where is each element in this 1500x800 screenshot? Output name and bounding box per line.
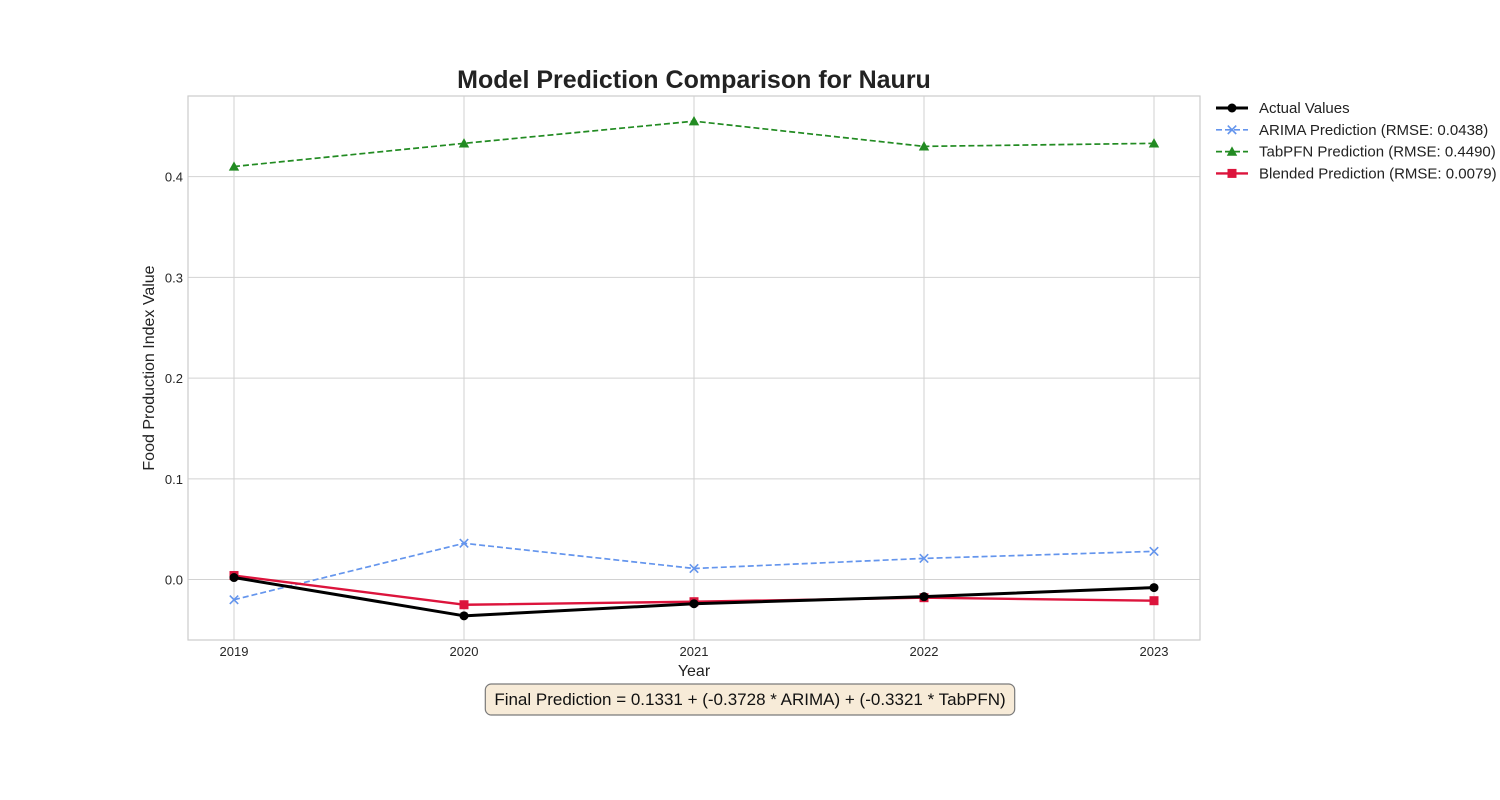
formula-box-background [484,683,1016,716]
formula-annotation: Final Prediction = 0.1331 + (-0.3728 * A… [484,683,1016,716]
legend-label-arima: ARIMA Prediction (RMSE: 0.0438) [1259,122,1488,139]
data-point-actual [229,573,239,583]
data-point-actual [689,599,699,609]
x-tick-label: 2022 [910,644,939,659]
formula-text: Final Prediction = 0.1331 + (-0.3728 * A… [494,690,1005,709]
y-tick-label: 0.0 [165,573,183,588]
data-point-arima [1149,546,1159,557]
data-point-actual [459,611,469,621]
data-point-blended [1149,596,1159,606]
x-tick-label: 2020 [450,644,479,659]
data-point-tabpfn [688,115,700,126]
legend-item-arima: ARIMA Prediction (RMSE: 0.0438) [1216,122,1488,139]
data-point-arima [689,563,699,574]
chart-title: Model Prediction Comparison for Nauru [457,66,931,94]
series-actual [229,573,1159,621]
y-tick-label: 0.3 [165,270,183,285]
legend-label-tabpfn: TabPFN Prediction (RMSE: 0.4490) [1259,144,1496,161]
legend-marker-tabpfn [1226,146,1238,156]
plot-frame [187,95,1201,641]
marker-stroke [459,538,469,549]
data-point-actual [1149,583,1159,593]
x-tick-label: 2021 [680,644,709,659]
legend-marker-actual [1227,103,1237,113]
legend-marker-blended [1227,168,1237,178]
series-tabpfn [228,115,1160,171]
y-tick-label: 0.1 [165,472,183,487]
data-point-tabpfn [918,141,930,151]
legend-item-tabpfn: TabPFN Prediction (RMSE: 0.4490) [1216,144,1496,161]
y-axis-label: Food Production Index Value [141,265,158,470]
data-point-tabpfn [228,161,240,171]
data-point-arima [229,594,239,605]
legend-marker-arima [1227,125,1237,135]
marker-stroke [1227,125,1237,135]
series-layer [228,115,1160,621]
legend-label-actual: Actual Values [1259,100,1350,117]
x-axis-label: Year [678,663,711,680]
data-point-actual [919,592,929,602]
legend-item-blended: Blended Prediction (RMSE: 0.0079) [1216,165,1497,182]
x-tick-label: 2023 [1140,644,1169,659]
data-point-tabpfn [458,138,470,148]
marker-stroke [1149,546,1159,557]
legend-item-actual: Actual Values [1216,100,1350,117]
marker-stroke [919,553,929,564]
grid [188,96,1200,640]
legend: Actual Values ARIMA Prediction (RMSE: 0.0… [1216,100,1497,182]
legend-label-blended: Blended Prediction (RMSE: 0.0079) [1259,165,1497,182]
marker-stroke [229,594,239,605]
data-point-blended [459,600,469,610]
marker-stroke [689,563,699,574]
tick-labels: 2019 2020 2021 2022 2023 0.0 0.1 0.2 0.3 0.4 [165,170,1169,659]
y-tick-label: 0.4 [165,170,183,185]
data-point-arima [459,538,469,549]
data-point-arima [919,553,929,564]
y-tick-label: 0.2 [165,371,183,386]
data-point-tabpfn [1148,138,1160,148]
x-tick-label: 2019 [220,644,249,659]
series-arima [229,538,1159,605]
